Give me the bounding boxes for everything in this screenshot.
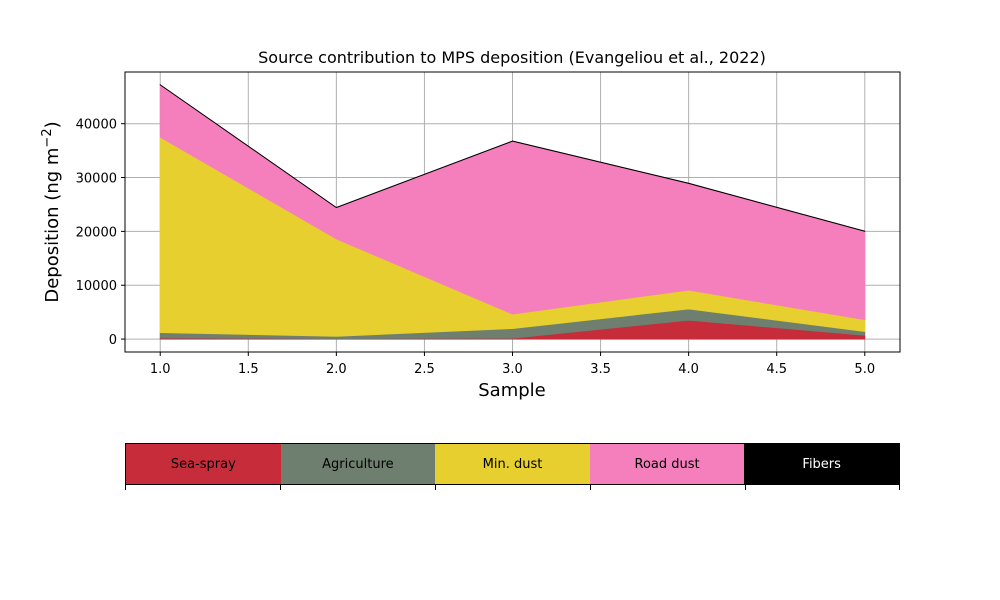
legend-item-fibers: Fibers: [744, 444, 899, 484]
area-fibers: [159, 83, 866, 232]
x-tick-label: 4.0: [678, 362, 699, 377]
y-axis-label-sup: −2: [40, 128, 55, 147]
y-tick-label: 0: [109, 333, 117, 348]
x-tick-label: 2.0: [326, 362, 347, 377]
legend-tick: [745, 485, 746, 490]
legend-tick: [125, 485, 126, 490]
y-tick-label: 30000: [76, 172, 117, 187]
stacked-areas: [159, 83, 866, 340]
y-tick-label: 40000: [76, 118, 117, 133]
y-axis-label: Deposition (ng m−2): [40, 121, 63, 302]
x-tick-label: 4.5: [766, 362, 787, 377]
x-tick-label: 5.0: [854, 362, 875, 377]
legend-ticks: [125, 485, 900, 491]
y-tick-label: 20000: [76, 225, 117, 240]
x-tick-label: 1.5: [238, 362, 259, 377]
x-tick-label: 3.0: [502, 362, 523, 377]
legend-item-sea-spray: Sea-spray: [126, 444, 281, 484]
x-tick-label: 3.5: [590, 362, 611, 377]
x-tick-label: 2.5: [414, 362, 435, 377]
legend-item-agriculture: Agriculture: [280, 444, 436, 484]
y-axis-label-close: ): [42, 121, 63, 128]
legend: Sea-spray Agriculture Min. dust Road dust Fi…: [125, 443, 900, 485]
chart: 1.0 1.5 2.0 2.5 3.0 3.5 4.0 4.5 5.0 0 10000 20000 3…: [40, 48, 901, 401]
x-axis: 1.0 1.5 2.0 2.5 3.0 3.5 4.0 4.5 5.0: [150, 352, 875, 377]
x-tick-label: 1.0: [150, 362, 171, 377]
legend-item-road-dust: Road dust: [589, 444, 745, 484]
chart-title: Source contribution to MPS deposition (E…: [258, 48, 766, 67]
legend-item-min-dust: Min. dust: [435, 444, 590, 484]
legend-tick: [435, 485, 436, 490]
legend-tick: [590, 485, 591, 490]
y-tick-label: 10000: [76, 279, 117, 294]
legend-tick: [280, 485, 281, 490]
y-axis-label-main: Deposition (ng m: [42, 148, 63, 303]
legend-tick: [899, 485, 900, 490]
x-axis-label: Sample: [478, 380, 546, 401]
y-axis: 0 10000 20000 30000 40000: [76, 118, 125, 348]
